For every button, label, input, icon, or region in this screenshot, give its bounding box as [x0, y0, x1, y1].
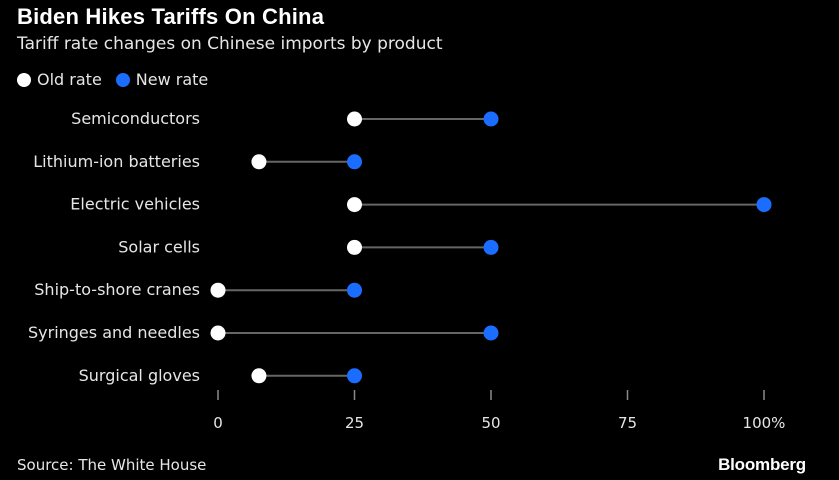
x-tick-label: 0: [213, 414, 223, 432]
new-rate-point: [483, 325, 499, 341]
old-rate-point: [347, 111, 362, 127]
chart-title: Biden Hikes Tariffs On China: [17, 4, 325, 29]
old-rate-point: [251, 154, 267, 170]
bloomberg-logo: Bloomberg: [718, 455, 806, 474]
category-label: Surgical gloves: [79, 366, 200, 385]
source-note: Source: The White House: [17, 456, 207, 474]
legend-old-label: Old rate: [37, 70, 102, 89]
chart-subtitle: Tariff rate changes on Chinese imports b…: [17, 34, 443, 54]
category-label: Semiconductors: [71, 109, 200, 128]
new-rate-point: [483, 111, 499, 127]
legend-item-old: Old rate: [17, 70, 102, 89]
new-rate-point: [347, 154, 362, 170]
new-rate-point: [756, 197, 772, 213]
new-rate-point: [347, 282, 362, 298]
x-tick-label: 50: [481, 414, 500, 432]
category-label: Solar cells: [118, 237, 200, 256]
dumbbell-chart: Semiconductors Lithium-ion batteries Elect…: [28, 109, 786, 432]
old-rate-point: [210, 325, 226, 341]
old-rate-point: [251, 368, 267, 384]
category-label: Ship-to-shore cranes: [34, 280, 200, 299]
legend-new-label: New rate: [135, 70, 209, 89]
new-rate-point: [483, 239, 499, 255]
category-label: Syringes and needles: [28, 323, 200, 342]
old-rate-point: [210, 282, 226, 298]
category-label: Electric vehicles: [70, 195, 200, 214]
x-tick-label: 75: [618, 414, 637, 432]
old-rate-point: [347, 197, 362, 213]
chart-legend: Old rate New rate: [17, 70, 222, 89]
new-rate-point: [347, 368, 362, 384]
legend-item-new: New rate: [115, 70, 209, 89]
legend-new-marker: [115, 72, 130, 87]
old-rate-point: [347, 239, 362, 255]
x-tick-label: 25: [345, 414, 364, 432]
legend-old-marker: [17, 72, 31, 87]
x-tick-label: 100%: [743, 414, 786, 432]
category-label: Lithium-ion batteries: [33, 152, 200, 171]
